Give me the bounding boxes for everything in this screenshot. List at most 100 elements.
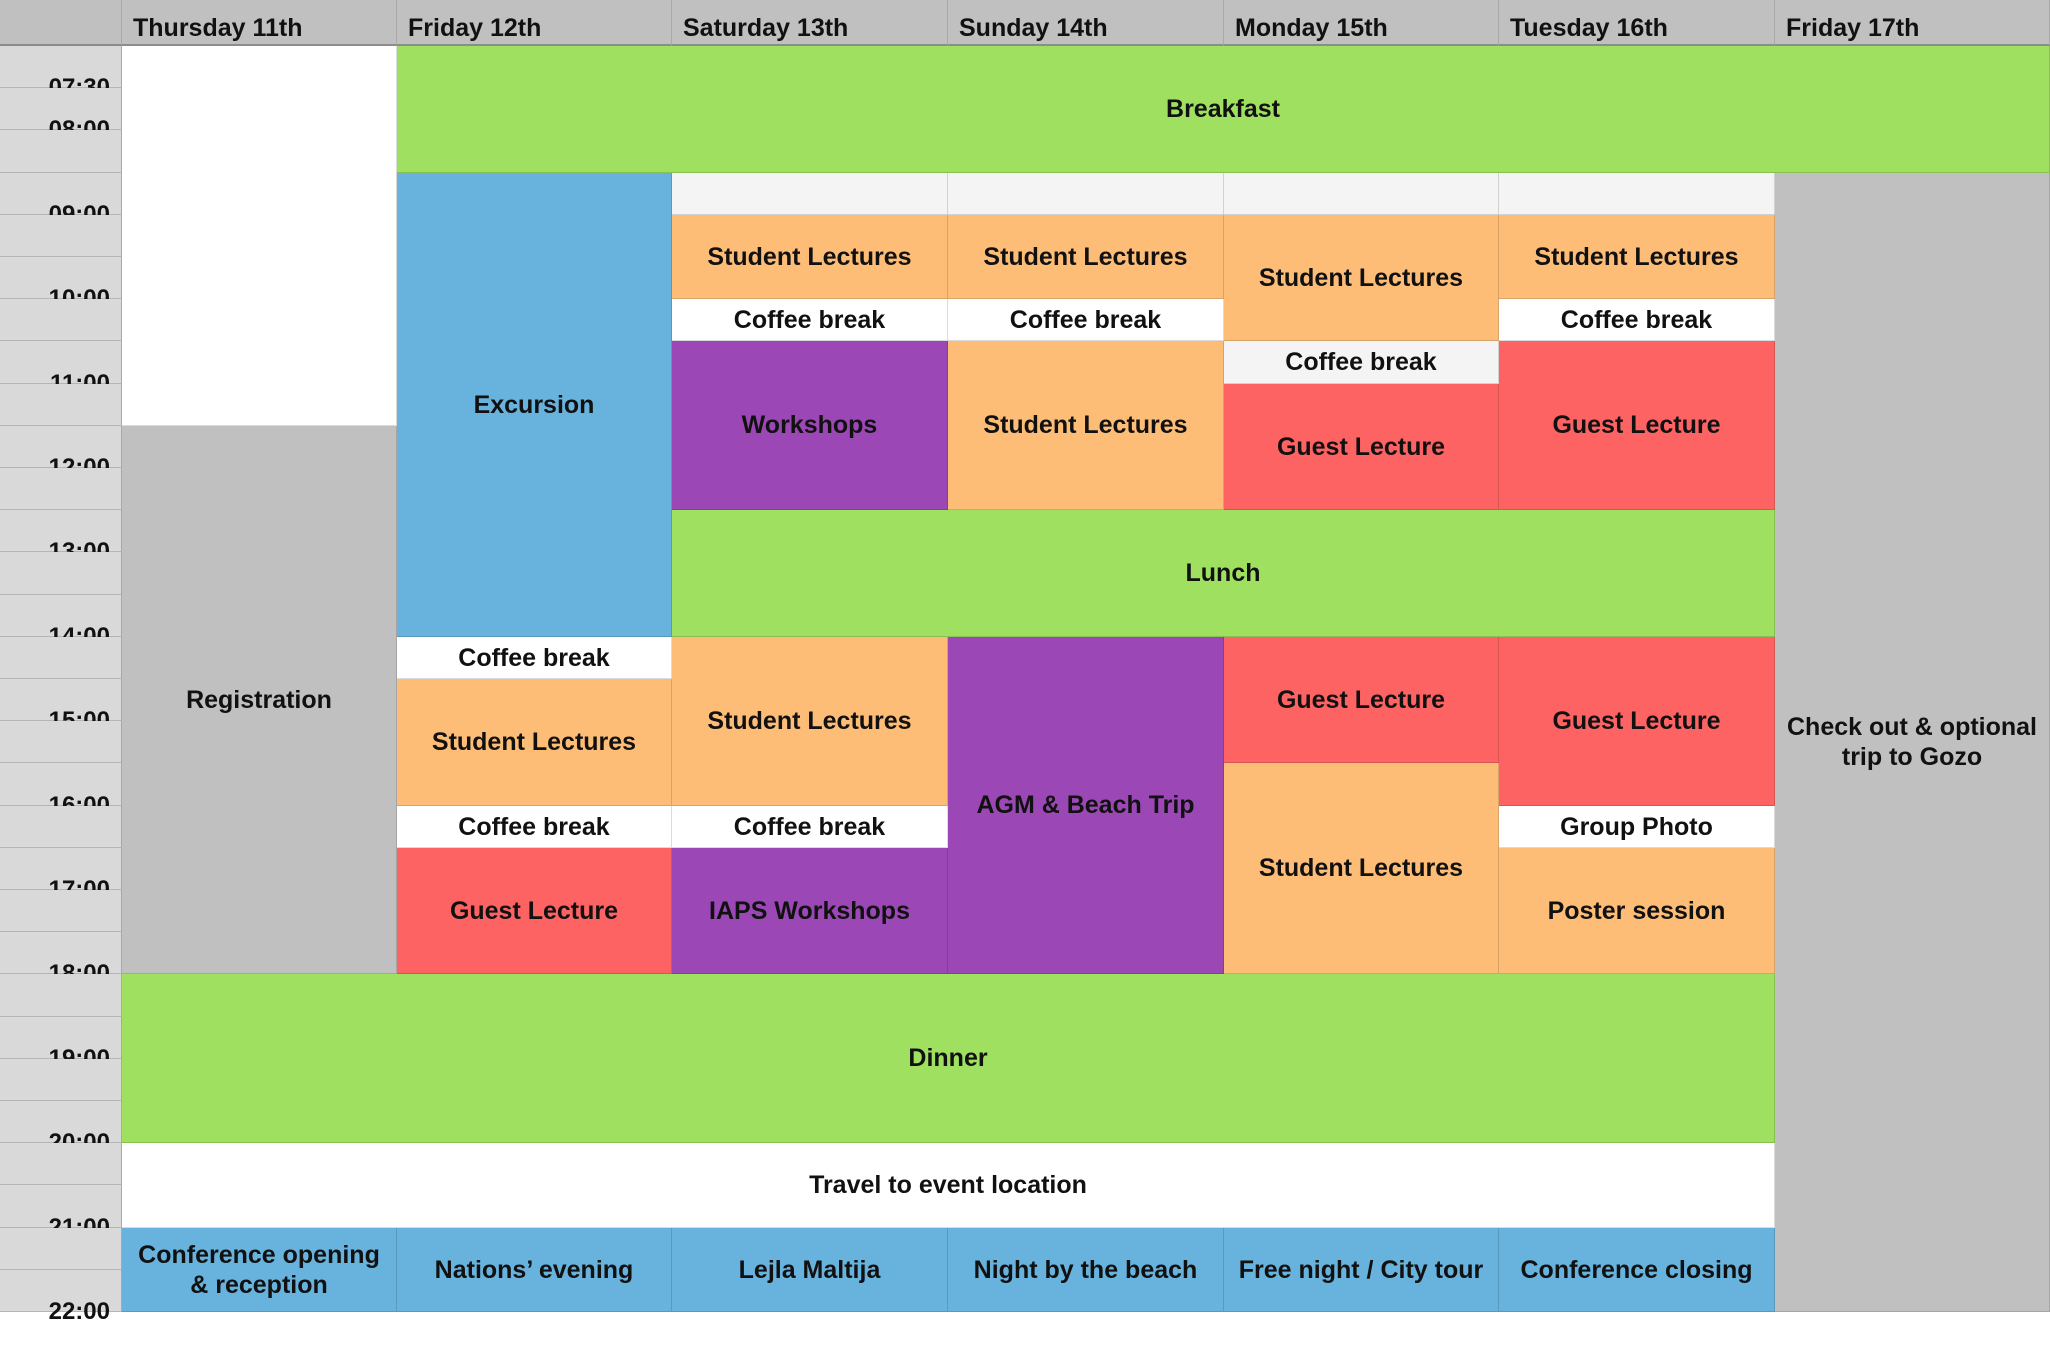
event-label: Breakfast <box>1166 95 1280 123</box>
event-label: Workshops <box>741 411 878 439</box>
event-coffee-break[interactable]: Coffee break <box>1224 341 1499 384</box>
time-slot <box>0 215 122 257</box>
event-label: Dinner <box>908 1044 988 1072</box>
header-day-friday-12[interactable]: Friday 12th <box>397 0 672 46</box>
event-coffee-break[interactable]: Coffee break <box>397 637 672 679</box>
time-slot: 07:30 <box>0 46 122 101</box>
event-label: Conference opening & reception <box>138 1240 380 1299</box>
event-lejla-maltija[interactable]: Lejla Maltija <box>672 1228 948 1312</box>
event-label: Lejla Maltija <box>738 1255 881 1284</box>
header-corner <box>0 0 122 46</box>
time-slot: 22:00 <box>0 1270 122 1325</box>
event-guest-lecture[interactable]: Guest Lecture <box>397 848 672 974</box>
time-slot: 18:00 <box>0 932 122 987</box>
time-slot <box>0 721 122 763</box>
event-label: AGM & Beach Trip <box>976 791 1195 819</box>
event-label: Student Lectures <box>983 242 1188 271</box>
event-label: Coffee break <box>458 643 610 672</box>
event-label: Lunch <box>1185 559 1261 587</box>
time-slot <box>0 974 122 1017</box>
event-guest-lecture[interactable]: Guest Lecture <box>1224 637 1499 763</box>
event-lunch[interactable]: Lunch <box>672 510 1775 637</box>
event-iaps-workshops[interactable]: IAPS Workshops <box>672 848 948 974</box>
time-slot <box>0 1143 122 1185</box>
event-guest-lecture[interactable]: Guest Lecture <box>1499 341 1775 510</box>
event-group-photo[interactable]: Group Photo <box>1499 806 1775 848</box>
event-free-night-city-tour[interactable]: Free night / City tour <box>1224 1228 1499 1312</box>
event-night-by-the-beach[interactable]: Night by the beach <box>948 1228 1224 1312</box>
event-student-lectures[interactable]: Student Lectures <box>1224 215 1499 341</box>
schedule-grid: Thursday 11th Friday 12th Saturday 13th … <box>0 0 2050 1325</box>
event-coffee-break[interactable]: Coffee break <box>397 806 672 848</box>
event-label: Guest Lecture <box>1552 411 1721 439</box>
time-slot <box>0 130 122 173</box>
event-label: Coffee break <box>733 305 886 334</box>
event-coffee-break[interactable]: Coffee break <box>1499 299 1775 341</box>
event-student-lectures[interactable]: Student Lectures <box>672 637 948 806</box>
time-slot <box>0 468 122 510</box>
time-slot <box>0 637 122 679</box>
event-travel-to-event-location[interactable]: Travel to event location <box>122 1143 1775 1228</box>
time-slot <box>0 1059 122 1101</box>
event-blank <box>672 173 948 215</box>
time-slot: 21:00 <box>0 1185 122 1241</box>
event-label: Coffee break <box>733 812 886 841</box>
event-breakfast[interactable]: Breakfast <box>397 46 2050 173</box>
event-conference-opening-reception[interactable]: Conference opening & reception <box>122 1228 397 1312</box>
header-day-friday-17[interactable]: Friday 17th <box>1775 0 2050 46</box>
event-guest-lecture[interactable]: Guest Lecture <box>1224 384 1499 510</box>
time-slot: 11:00 <box>0 341 122 397</box>
time-slot <box>0 299 122 341</box>
event-label: Registration <box>186 685 332 714</box>
event-label: Guest Lecture <box>1552 707 1721 735</box>
event-student-lectures[interactable]: Student Lectures <box>397 679 672 806</box>
header-day-sunday[interactable]: Sunday 14th <box>948 0 1224 46</box>
header-day-tuesday[interactable]: Tuesday 16th <box>1499 0 1775 46</box>
event-blank <box>122 46 397 426</box>
event-guest-lecture[interactable]: Guest Lecture <box>1499 637 1775 806</box>
event-label: Group Photo <box>1560 812 1713 841</box>
event-label: Student Lectures <box>1258 854 1464 882</box>
event-label: Student Lectures <box>983 411 1188 439</box>
time-slot: 20:00 <box>0 1101 122 1156</box>
time-slot: 16:00 <box>0 763 122 819</box>
time-slot <box>0 1228 122 1270</box>
event-coffee-break[interactable]: Coffee break <box>948 299 1224 341</box>
event-label: Coffee break <box>458 812 610 841</box>
event-label: Conference closing <box>1520 1255 1753 1284</box>
event-label: IAPS Workshops <box>709 896 910 925</box>
time-slot <box>0 552 122 595</box>
event-label: Check out & optional trip to Gozo <box>1787 713 2037 771</box>
event-coffee-break[interactable]: Coffee break <box>672 806 948 848</box>
event-registration[interactable]: Registration <box>122 426 397 974</box>
event-workshops[interactable]: Workshops <box>672 341 948 510</box>
header-day-saturday[interactable]: Saturday 13th <box>672 0 948 46</box>
event-student-lectures[interactable]: Student Lectures <box>948 341 1224 510</box>
event-agm-beach-trip[interactable]: AGM & Beach Trip <box>948 637 1224 974</box>
event-label: Coffee break <box>1560 305 1713 334</box>
event-student-lectures[interactable]: Student Lectures <box>1499 215 1775 299</box>
event-label: Free night / City tour <box>1238 1255 1484 1284</box>
event-label: Poster session <box>1547 896 1726 925</box>
event-blank <box>1499 173 1775 215</box>
event-check-out-optional-trip-to-gozo[interactable]: Check out & optional trip to Gozo <box>1775 173 2050 1312</box>
event-label: Coffee break <box>1285 348 1437 376</box>
event-conference-closing[interactable]: Conference closing <box>1499 1228 1775 1312</box>
time-slot: 12:00 <box>0 426 122 481</box>
event-student-lectures[interactable]: Student Lectures <box>948 215 1224 299</box>
event-poster-session[interactable]: Poster session <box>1499 848 1775 974</box>
event-coffee-break[interactable]: Coffee break <box>672 299 948 341</box>
time-slot: 09:00 <box>0 173 122 228</box>
header-day-monday[interactable]: Monday 15th <box>1224 0 1499 46</box>
event-student-lectures[interactable]: Student Lectures <box>672 215 948 299</box>
event-label: Student Lectures <box>1258 263 1464 292</box>
event-dinner[interactable]: Dinner <box>122 974 1775 1143</box>
event-blank <box>948 173 1224 215</box>
event-label: Nations’ evening <box>434 1255 634 1284</box>
event-label: Night by the beach <box>973 1255 1198 1284</box>
time-slot: 10:00 <box>0 257 122 312</box>
event-student-lectures[interactable]: Student Lectures <box>1224 763 1499 974</box>
header-day-thursday[interactable]: Thursday 11th <box>122 0 397 46</box>
event-nations-evening[interactable]: Nations’ evening <box>397 1228 672 1312</box>
event-excursion[interactable]: Excursion <box>397 173 672 637</box>
